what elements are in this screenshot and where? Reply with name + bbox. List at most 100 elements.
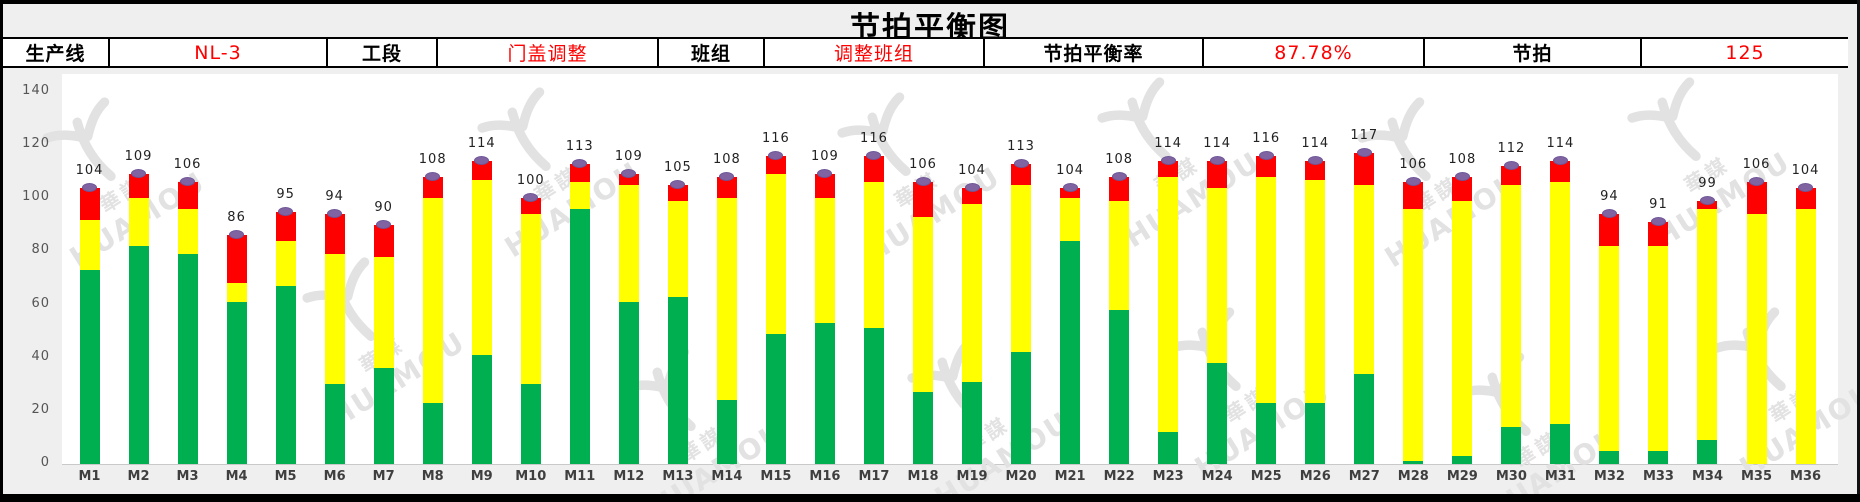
bar-yellow-segment-M1[interactable] <box>79 219 100 271</box>
bar-red-segment-M14[interactable] <box>716 177 737 199</box>
bar-red-segment-M12[interactable] <box>618 174 639 185</box>
bar-green-segment-M20[interactable] <box>1011 352 1032 464</box>
bar-red-segment-M26[interactable] <box>1305 161 1326 180</box>
total-dot-M9[interactable] <box>474 156 490 166</box>
bar-red-segment-M5[interactable] <box>275 211 296 241</box>
bar-red-segment-M28[interactable] <box>1403 182 1424 209</box>
total-dot-M4[interactable] <box>229 230 245 240</box>
bar-green-segment-M7[interactable] <box>373 368 394 464</box>
total-dot-M21[interactable] <box>1062 182 1078 192</box>
total-dot-M29[interactable] <box>1454 172 1470 182</box>
total-dot-M5[interactable] <box>278 206 294 216</box>
bar-red-segment-M10[interactable] <box>520 198 541 215</box>
total-dot-M27[interactable] <box>1356 148 1372 158</box>
bar-red-segment-M9[interactable] <box>471 161 492 180</box>
bar-yellow-segment-M4[interactable] <box>226 283 247 302</box>
bar-green-segment-M24[interactable] <box>1207 363 1228 464</box>
bar-yellow-segment-M24[interactable] <box>1207 187 1228 364</box>
bar-green-segment-M19[interactable] <box>962 381 983 464</box>
bar-yellow-segment-M21[interactable] <box>1060 198 1081 241</box>
bar-red-segment-M29[interactable] <box>1452 177 1473 201</box>
bar-red-segment-M27[interactable] <box>1354 153 1375 185</box>
total-dot-M36[interactable] <box>1798 182 1814 192</box>
total-dot-M25[interactable] <box>1258 150 1274 160</box>
production-line-value[interactable]: NL-3 <box>108 39 326 66</box>
bar-green-segment-M8[interactable] <box>422 402 443 464</box>
bar-red-segment-M36[interactable] <box>1795 187 1816 209</box>
total-dot-M16[interactable] <box>817 169 833 179</box>
total-dot-M11[interactable] <box>572 158 588 168</box>
bar-green-segment-M25[interactable] <box>1256 402 1277 464</box>
bar-yellow-segment-M2[interactable] <box>128 198 149 247</box>
bar-yellow-segment-M6[interactable] <box>324 254 345 385</box>
bar-green-segment-M23[interactable] <box>1158 432 1179 464</box>
bar-yellow-segment-M9[interactable] <box>471 179 492 356</box>
total-dot-M30[interactable] <box>1503 161 1519 171</box>
bar-red-segment-M22[interactable] <box>1109 177 1130 201</box>
takt-label[interactable]: 节拍 <box>1423 39 1640 66</box>
bar-yellow-segment-M19[interactable] <box>962 203 983 382</box>
total-dot-M15[interactable] <box>768 150 784 160</box>
total-dot-M22[interactable] <box>1111 172 1127 182</box>
bar-yellow-segment-M18[interactable] <box>913 216 933 393</box>
bar-red-segment-M35[interactable] <box>1746 182 1767 215</box>
bar-yellow-segment-M10[interactable] <box>520 214 541 385</box>
bar-green-segment-M16[interactable] <box>814 323 835 464</box>
total-dot-M1[interactable] <box>82 182 97 192</box>
bar-yellow-segment-M3[interactable] <box>177 208 198 255</box>
section-label[interactable]: 工段 <box>326 39 436 66</box>
bar-green-segment-M18[interactable] <box>913 392 933 464</box>
bar-yellow-segment-M25[interactable] <box>1256 177 1277 403</box>
bar-green-segment-M22[interactable] <box>1109 309 1130 464</box>
total-dot-M6[interactable] <box>327 209 343 219</box>
bar-yellow-segment-M28[interactable] <box>1403 208 1424 462</box>
bar-yellow-segment-M8[interactable] <box>422 198 443 403</box>
bar-red-segment-M23[interactable] <box>1158 161 1179 178</box>
bar-green-segment-M30[interactable] <box>1501 426 1522 464</box>
bar-red-segment-M1[interactable] <box>79 187 100 220</box>
bar-red-segment-M8[interactable] <box>422 177 443 199</box>
bar-red-segment-M24[interactable] <box>1207 161 1228 188</box>
bar-green-segment-M27[interactable] <box>1354 373 1375 464</box>
bar-green-segment-M12[interactable] <box>618 301 639 464</box>
bar-green-segment-M29[interactable] <box>1452 456 1473 464</box>
bar-yellow-segment-M16[interactable] <box>814 198 835 324</box>
total-dot-M13[interactable] <box>670 180 686 189</box>
bar-green-segment-M32[interactable] <box>1599 450 1620 464</box>
bar-yellow-segment-M7[interactable] <box>373 256 394 369</box>
bar-yellow-segment-M17[interactable] <box>863 182 884 329</box>
bar-red-segment-M15[interactable] <box>765 155 786 175</box>
total-dot-M10[interactable] <box>523 193 539 203</box>
bar-red-segment-M7[interactable] <box>373 224 394 257</box>
bar-red-segment-M4[interactable] <box>226 235 247 284</box>
takt-value[interactable]: 125 <box>1640 39 1848 66</box>
bar-yellow-segment-M22[interactable] <box>1109 200 1130 310</box>
bar-green-segment-M4[interactable] <box>226 301 247 464</box>
total-dot-M20[interactable] <box>1013 158 1029 168</box>
bar-red-segment-M13[interactable] <box>667 185 688 201</box>
total-dot-M34[interactable] <box>1699 195 1715 205</box>
bar-yellow-segment-M5[interactable] <box>275 240 296 286</box>
bar-yellow-segment-M14[interactable] <box>716 198 737 401</box>
total-dot-M24[interactable] <box>1209 156 1225 166</box>
bar-red-segment-M3[interactable] <box>177 182 198 209</box>
bar-green-segment-M17[interactable] <box>863 328 884 464</box>
bar-red-segment-M19[interactable] <box>962 187 983 204</box>
bar-green-segment-M9[interactable] <box>471 355 492 464</box>
bar-red-segment-M33[interactable] <box>1648 222 1669 247</box>
bar-green-segment-M3[interactable] <box>177 254 198 464</box>
total-dot-M32[interactable] <box>1601 209 1617 219</box>
bar-red-segment-M2[interactable] <box>128 174 149 199</box>
bar-green-segment-M2[interactable] <box>128 246 149 464</box>
bar-yellow-segment-M26[interactable] <box>1305 179 1326 403</box>
bar-yellow-segment-M11[interactable] <box>569 182 590 209</box>
bar-yellow-segment-M12[interactable] <box>618 185 639 302</box>
bar-green-segment-M6[interactable] <box>324 384 345 464</box>
bar-green-segment-M5[interactable] <box>275 285 296 464</box>
bar-green-segment-M33[interactable] <box>1648 450 1669 464</box>
bar-green-segment-M26[interactable] <box>1305 402 1326 464</box>
team-label[interactable]: 班组 <box>657 39 763 66</box>
bar-red-segment-M21[interactable] <box>1060 187 1081 199</box>
total-dot-M3[interactable] <box>180 177 196 187</box>
bar-red-segment-M11[interactable] <box>569 163 590 183</box>
